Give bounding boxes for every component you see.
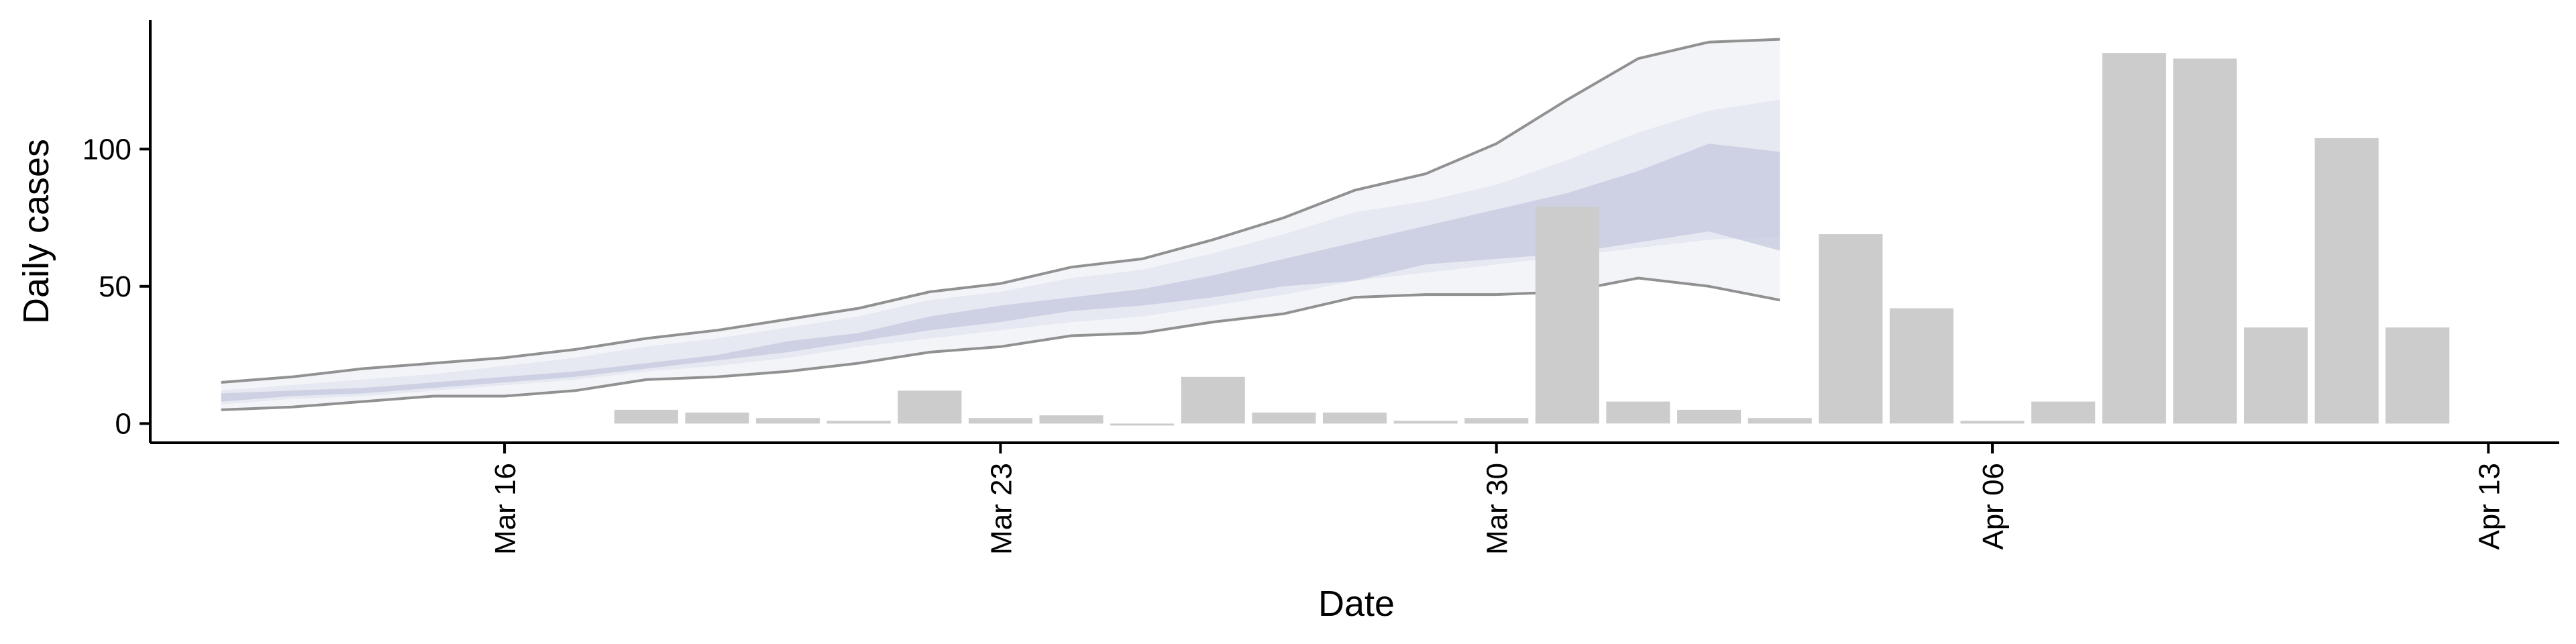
bar — [614, 409, 678, 424]
bar — [2385, 327, 2450, 424]
bar — [1960, 421, 2025, 424]
bar — [2031, 401, 2096, 424]
bar — [1464, 418, 1529, 424]
bar-series — [614, 53, 2450, 426]
bar — [1039, 415, 1104, 424]
bar — [1535, 207, 1599, 424]
bar — [2314, 138, 2379, 424]
bar — [1606, 401, 1670, 424]
forecast-bands — [221, 38, 1780, 411]
bar — [2173, 58, 2237, 424]
bar — [1110, 423, 1175, 426]
bar — [1181, 376, 1245, 424]
band-upper-line — [221, 38, 1780, 384]
x-ticks: Mar 16 Mar 23 Mar 30 Apr 06 Apr 13 — [489, 443, 2506, 555]
bar — [1323, 413, 1387, 424]
x-tick-label: Apr 06 — [1977, 463, 2010, 550]
bar — [1748, 418, 1812, 424]
x-tick-label: Mar 23 — [985, 463, 1018, 555]
x-tick-label: Mar 30 — [1481, 463, 1514, 555]
x-axis-title: Date — [1318, 584, 1395, 624]
y-ticks: 0 50 100 — [83, 133, 150, 440]
band-lower-line — [221, 276, 1780, 411]
x-tick-label: Apr 13 — [2473, 463, 2506, 550]
bar — [1677, 409, 1741, 424]
y-tick-label: 100 — [83, 133, 131, 166]
x-tick-label: Mar 16 — [489, 463, 522, 555]
bar — [1819, 234, 1883, 424]
bar — [968, 418, 1032, 424]
y-axis-title: Daily cases — [16, 139, 56, 324]
axes — [149, 20, 2559, 444]
bar — [826, 421, 891, 424]
bar — [898, 390, 962, 424]
bar — [685, 413, 749, 424]
y-tick-label: 50 — [99, 270, 131, 303]
bar — [1393, 421, 1458, 424]
bar — [1889, 308, 1953, 424]
bar — [756, 418, 820, 424]
bar — [2102, 53, 2166, 424]
bar — [2244, 327, 2308, 424]
y-tick-label: 0 — [115, 407, 131, 440]
bar — [1252, 413, 1316, 424]
